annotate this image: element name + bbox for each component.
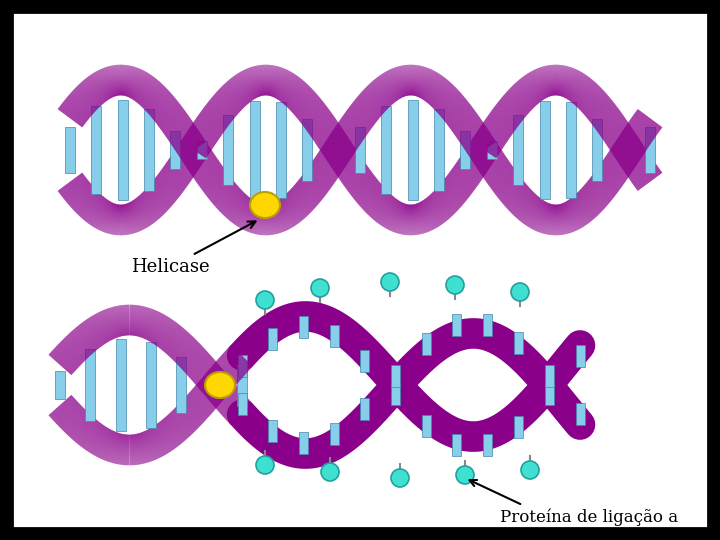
FancyBboxPatch shape (391, 364, 400, 387)
FancyBboxPatch shape (422, 415, 431, 437)
FancyBboxPatch shape (197, 141, 207, 159)
FancyBboxPatch shape (487, 141, 497, 159)
FancyBboxPatch shape (91, 106, 102, 193)
FancyBboxPatch shape (452, 434, 462, 456)
Ellipse shape (250, 192, 280, 218)
FancyBboxPatch shape (238, 355, 246, 377)
FancyBboxPatch shape (237, 364, 247, 406)
FancyBboxPatch shape (408, 100, 418, 200)
FancyBboxPatch shape (250, 101, 259, 199)
FancyBboxPatch shape (144, 109, 154, 191)
Circle shape (321, 463, 339, 481)
FancyBboxPatch shape (118, 100, 127, 200)
FancyBboxPatch shape (566, 102, 576, 198)
FancyBboxPatch shape (514, 332, 523, 354)
FancyBboxPatch shape (176, 357, 186, 413)
FancyBboxPatch shape (539, 101, 549, 199)
FancyBboxPatch shape (575, 346, 585, 367)
FancyBboxPatch shape (86, 349, 95, 421)
FancyBboxPatch shape (65, 127, 75, 173)
FancyBboxPatch shape (269, 421, 277, 442)
FancyBboxPatch shape (223, 116, 233, 185)
Circle shape (456, 466, 474, 484)
FancyBboxPatch shape (382, 106, 392, 193)
FancyBboxPatch shape (299, 431, 308, 454)
FancyBboxPatch shape (330, 325, 338, 347)
FancyBboxPatch shape (330, 423, 338, 445)
FancyBboxPatch shape (452, 314, 462, 336)
FancyBboxPatch shape (302, 119, 312, 181)
Circle shape (256, 291, 274, 309)
Circle shape (256, 456, 274, 474)
FancyBboxPatch shape (593, 119, 602, 181)
FancyBboxPatch shape (513, 116, 523, 185)
FancyBboxPatch shape (355, 127, 365, 173)
Circle shape (511, 283, 529, 301)
FancyBboxPatch shape (483, 314, 492, 336)
FancyBboxPatch shape (544, 383, 554, 405)
FancyBboxPatch shape (391, 383, 400, 406)
FancyBboxPatch shape (361, 350, 369, 372)
FancyBboxPatch shape (544, 365, 554, 387)
FancyBboxPatch shape (276, 102, 286, 198)
Circle shape (311, 279, 329, 297)
Text: Proteína de ligação a
um filamento único
DBP: Proteína de ligação a um filamento único… (469, 480, 678, 540)
FancyBboxPatch shape (238, 393, 246, 415)
FancyBboxPatch shape (483, 434, 492, 456)
FancyBboxPatch shape (299, 316, 308, 339)
FancyBboxPatch shape (434, 109, 444, 191)
Circle shape (446, 276, 464, 294)
FancyBboxPatch shape (514, 416, 523, 438)
FancyBboxPatch shape (361, 398, 369, 420)
FancyBboxPatch shape (116, 339, 126, 431)
Ellipse shape (205, 372, 235, 398)
FancyBboxPatch shape (645, 127, 655, 173)
FancyBboxPatch shape (422, 333, 431, 355)
FancyBboxPatch shape (146, 342, 156, 428)
Circle shape (391, 469, 409, 487)
Circle shape (521, 461, 539, 479)
FancyBboxPatch shape (269, 328, 277, 349)
FancyBboxPatch shape (12, 12, 708, 528)
FancyBboxPatch shape (171, 131, 181, 169)
FancyBboxPatch shape (461, 131, 470, 169)
FancyBboxPatch shape (55, 370, 65, 400)
Text: Helicase: Helicase (131, 221, 256, 276)
FancyBboxPatch shape (575, 403, 585, 424)
Circle shape (381, 273, 399, 291)
